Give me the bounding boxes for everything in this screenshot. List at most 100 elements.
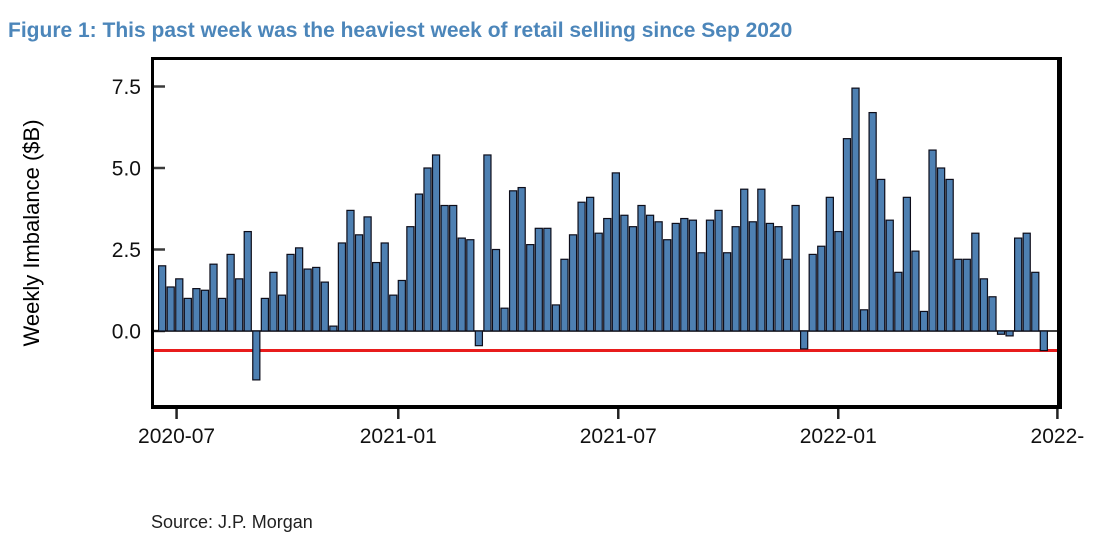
bar bbox=[765, 222, 775, 332]
bar bbox=[757, 188, 766, 332]
bar bbox=[834, 230, 843, 332]
bar bbox=[714, 209, 723, 332]
bar bbox=[269, 271, 278, 332]
bar bbox=[885, 219, 894, 332]
bar bbox=[1039, 330, 1048, 352]
x-tick-label: 2022- bbox=[1031, 425, 1085, 448]
bar bbox=[954, 258, 963, 332]
bar bbox=[431, 154, 441, 332]
bar bbox=[731, 226, 740, 332]
bar bbox=[637, 204, 646, 332]
bar bbox=[312, 266, 321, 332]
bar bbox=[517, 186, 526, 332]
bar bbox=[466, 239, 475, 332]
bar bbox=[911, 250, 920, 332]
bar bbox=[894, 271, 903, 332]
bar bbox=[200, 289, 210, 332]
bar bbox=[680, 217, 689, 332]
bar bbox=[705, 219, 715, 332]
bar bbox=[235, 278, 244, 332]
bar bbox=[645, 214, 655, 332]
bar bbox=[440, 204, 449, 332]
bar bbox=[996, 330, 1006, 335]
bar bbox=[158, 265, 167, 332]
bar bbox=[551, 304, 561, 332]
bar bbox=[748, 221, 757, 332]
bar bbox=[329, 325, 338, 332]
x-tick-label: 2020-07 bbox=[138, 425, 215, 448]
y-axis-title: Weekly Imbalance ($B) bbox=[19, 119, 44, 346]
bar bbox=[868, 111, 877, 332]
bar bbox=[320, 281, 329, 332]
bar bbox=[217, 297, 227, 332]
bar bbox=[354, 234, 364, 332]
bar bbox=[851, 87, 860, 332]
bar bbox=[483, 154, 492, 332]
bar bbox=[628, 226, 638, 332]
bar bbox=[500, 307, 509, 332]
bar bbox=[380, 242, 389, 332]
bar bbox=[671, 222, 680, 332]
x-tick-label: 2021-07 bbox=[580, 425, 657, 448]
y-tick-label: 0.0 bbox=[112, 321, 141, 344]
bar bbox=[1013, 237, 1023, 332]
y-tick-label: 7.5 bbox=[112, 76, 141, 99]
bar bbox=[526, 244, 535, 332]
bar bbox=[192, 288, 201, 332]
bar bbox=[919, 310, 929, 332]
bar bbox=[1031, 271, 1040, 332]
bar bbox=[491, 248, 501, 332]
y-tick-label: 5.0 bbox=[112, 158, 141, 181]
bar bbox=[620, 214, 629, 332]
bar bbox=[842, 138, 852, 332]
bar bbox=[286, 253, 295, 332]
bar bbox=[654, 221, 663, 332]
bar bbox=[859, 309, 869, 332]
bar bbox=[585, 196, 595, 332]
bar bbox=[294, 247, 304, 332]
bar bbox=[543, 227, 552, 332]
bar bbox=[226, 253, 235, 332]
bar bbox=[474, 330, 484, 347]
bar bbox=[568, 234, 578, 332]
bar bbox=[243, 230, 252, 332]
bar bbox=[457, 237, 466, 332]
bar bbox=[722, 252, 732, 332]
bar bbox=[799, 330, 809, 350]
bar bbox=[936, 167, 946, 332]
x-tick-label: 2021-01 bbox=[360, 425, 437, 448]
bar bbox=[423, 167, 432, 332]
bar bbox=[611, 172, 620, 332]
bar bbox=[277, 294, 287, 332]
bar bbox=[971, 232, 980, 332]
bar bbox=[603, 217, 612, 332]
bar bbox=[363, 216, 372, 332]
y-tick-label: 2.5 bbox=[112, 239, 141, 262]
figure-title: Figure 1: This past week was the heavies… bbox=[8, 19, 793, 42]
bar bbox=[782, 258, 792, 332]
bar bbox=[337, 242, 347, 332]
bar bbox=[175, 278, 184, 332]
bar bbox=[928, 149, 937, 332]
bar bbox=[406, 226, 415, 332]
bar bbox=[372, 261, 381, 332]
bar bbox=[697, 252, 706, 332]
bar bbox=[449, 204, 458, 332]
bar bbox=[962, 258, 971, 332]
bar bbox=[988, 296, 997, 332]
bar bbox=[825, 196, 834, 332]
bar bbox=[560, 258, 569, 332]
bar bbox=[594, 232, 603, 332]
bar bbox=[397, 279, 406, 332]
bar bbox=[902, 196, 912, 332]
bar bbox=[740, 188, 749, 332]
bar bbox=[945, 178, 954, 332]
bar bbox=[209, 263, 218, 332]
bar bbox=[774, 226, 783, 332]
bar bbox=[791, 204, 800, 332]
bar bbox=[303, 268, 312, 332]
bar bbox=[577, 201, 586, 332]
bar bbox=[252, 330, 261, 381]
bar bbox=[1022, 232, 1031, 332]
